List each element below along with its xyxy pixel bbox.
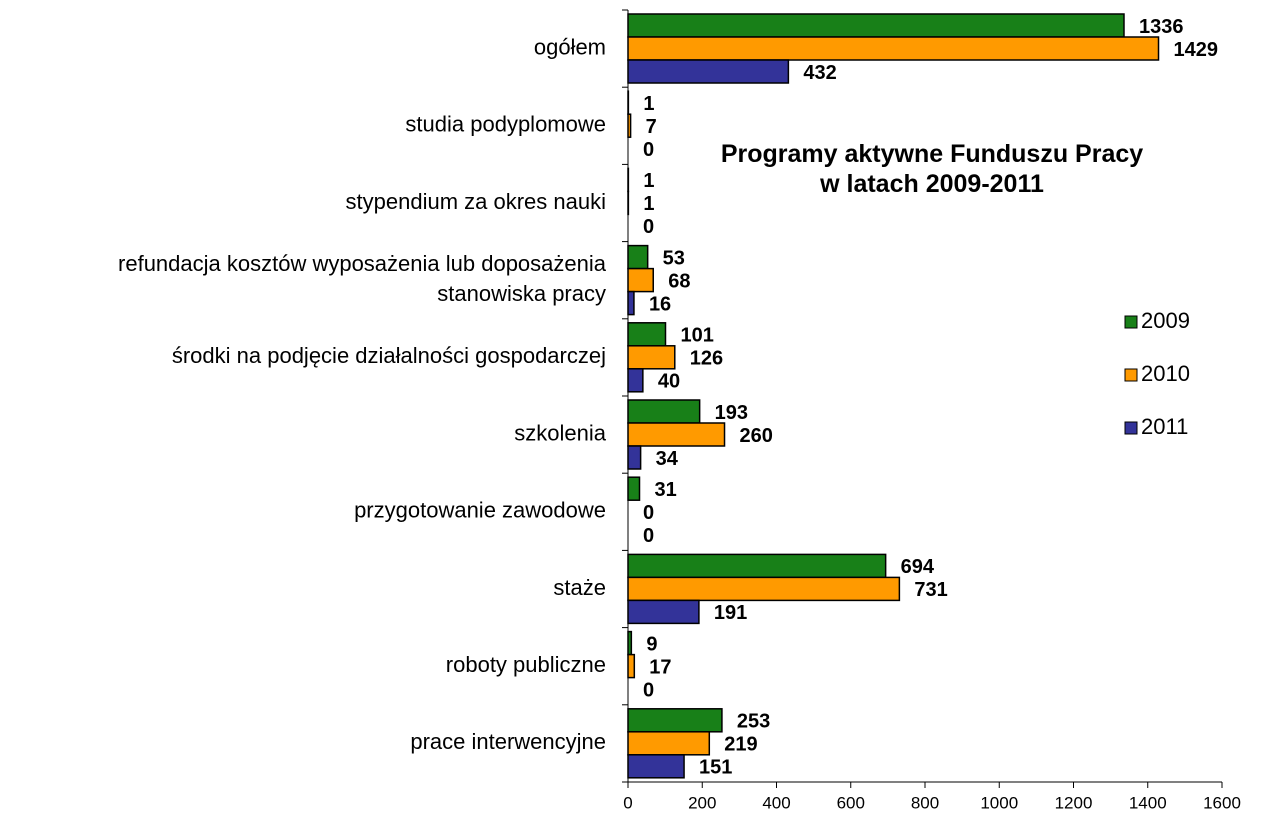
bar — [627, 576, 901, 602]
value-label: 219 — [724, 734, 757, 756]
bar — [627, 731, 711, 756]
value-label: 34 — [656, 448, 679, 470]
bar — [627, 368, 644, 393]
bar — [627, 553, 887, 579]
bar — [627, 653, 636, 679]
x-tick-label: 0 — [623, 793, 632, 812]
x-tick-label: 1200 — [1055, 793, 1093, 812]
value-label: 0 — [643, 679, 654, 701]
bar — [627, 399, 701, 424]
bar — [627, 422, 726, 447]
bar — [627, 59, 790, 84]
x-tick-label: 1000 — [980, 793, 1018, 812]
category-label: szkolenia — [514, 420, 606, 445]
value-label: 432 — [803, 62, 836, 84]
x-tick-label: 200 — [688, 793, 716, 812]
legend-label: 2010 — [1141, 361, 1190, 386]
value-label: 1 — [643, 93, 654, 115]
bar — [627, 599, 700, 625]
value-label: 0 — [643, 216, 654, 238]
value-label: 40 — [658, 371, 680, 393]
category-label: roboty publiczne — [446, 652, 606, 677]
category-label: staże — [553, 575, 606, 600]
legend-label: 2011 — [1141, 414, 1188, 439]
x-tick-label: 800 — [911, 793, 939, 812]
value-label: 694 — [901, 556, 935, 578]
category-label: studia podyplomowe — [405, 112, 606, 137]
category-label: stypendium za okres nauki — [346, 189, 606, 214]
value-label: 0 — [643, 139, 654, 161]
bar — [627, 113, 632, 138]
value-label: 731 — [914, 579, 947, 601]
value-label: 1 — [643, 170, 654, 192]
chart-title: Programy aktywne Funduszu Pracy w latach … — [721, 140, 1143, 198]
bar — [627, 708, 723, 733]
legend-label: 2009 — [1141, 308, 1190, 333]
value-label: 193 — [715, 402, 748, 424]
value-label: 7 — [646, 116, 657, 138]
category-label: refundacja kosztów wyposażenia lub dopos… — [118, 251, 607, 306]
x-tick-label: 1600 — [1203, 793, 1241, 812]
value-label: 16 — [649, 293, 671, 315]
value-label: 9 — [646, 633, 657, 655]
value-label: 68 — [668, 270, 690, 292]
legend-swatch — [1124, 421, 1138, 435]
x-tick-label: 1400 — [1129, 793, 1167, 812]
bar — [627, 754, 685, 779]
value-label: 53 — [663, 247, 685, 269]
category-label: środki na podjęcie działalności gospodar… — [172, 343, 606, 368]
value-label: 1 — [643, 193, 654, 215]
legend-swatch — [1124, 368, 1138, 382]
category-label: przygotowanie zawodowe — [354, 498, 606, 523]
value-label: 1336 — [1139, 16, 1184, 38]
category-label: ogółem — [534, 34, 606, 59]
value-label: 253 — [737, 711, 770, 733]
bar — [627, 244, 649, 270]
bar — [627, 476, 641, 501]
legend-swatch — [1124, 315, 1138, 329]
bar — [627, 267, 654, 293]
value-label: 126 — [690, 348, 723, 370]
x-tick-label: 400 — [762, 793, 790, 812]
bar — [627, 630, 633, 656]
value-label: 17 — [649, 656, 671, 678]
value-label: 31 — [655, 479, 677, 501]
value-label: 260 — [740, 425, 773, 447]
bar — [627, 322, 667, 347]
bar — [627, 290, 635, 316]
bar — [627, 445, 642, 470]
value-label: 191 — [714, 602, 747, 624]
bar — [627, 36, 1160, 61]
value-label: 0 — [643, 525, 654, 547]
bar — [627, 13, 1125, 38]
value-label: 0 — [643, 502, 654, 524]
bar — [627, 345, 676, 370]
value-label: 101 — [680, 325, 713, 347]
value-label: 1429 — [1174, 39, 1219, 61]
value-label: 151 — [699, 757, 732, 779]
x-tick-label: 600 — [837, 793, 865, 812]
category-label: prace interwencyjne — [410, 729, 606, 754]
